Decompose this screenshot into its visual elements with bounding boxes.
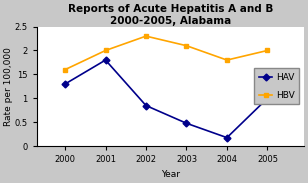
HAV: [63, 83, 67, 85]
HBV: [104, 49, 107, 52]
HAV: [225, 137, 229, 139]
HAV: [184, 122, 188, 124]
HAV: [104, 59, 107, 61]
Legend: HAV, HBV: HAV, HBV: [254, 68, 299, 104]
HBV: [63, 69, 67, 71]
HAV: [265, 97, 269, 100]
HBV: [225, 59, 229, 61]
Title: Reports of Acute Hepatitis A and B
2000-2005, Alabama: Reports of Acute Hepatitis A and B 2000-…: [67, 4, 273, 26]
HBV: [265, 49, 269, 52]
X-axis label: Year: Year: [161, 170, 180, 179]
Line: HAV: HAV: [63, 58, 270, 140]
HBV: [184, 45, 188, 47]
Line: HBV: HBV: [63, 34, 270, 72]
HAV: [144, 104, 148, 107]
Y-axis label: Rate per 100,000: Rate per 100,000: [4, 47, 13, 126]
HBV: [144, 35, 148, 37]
